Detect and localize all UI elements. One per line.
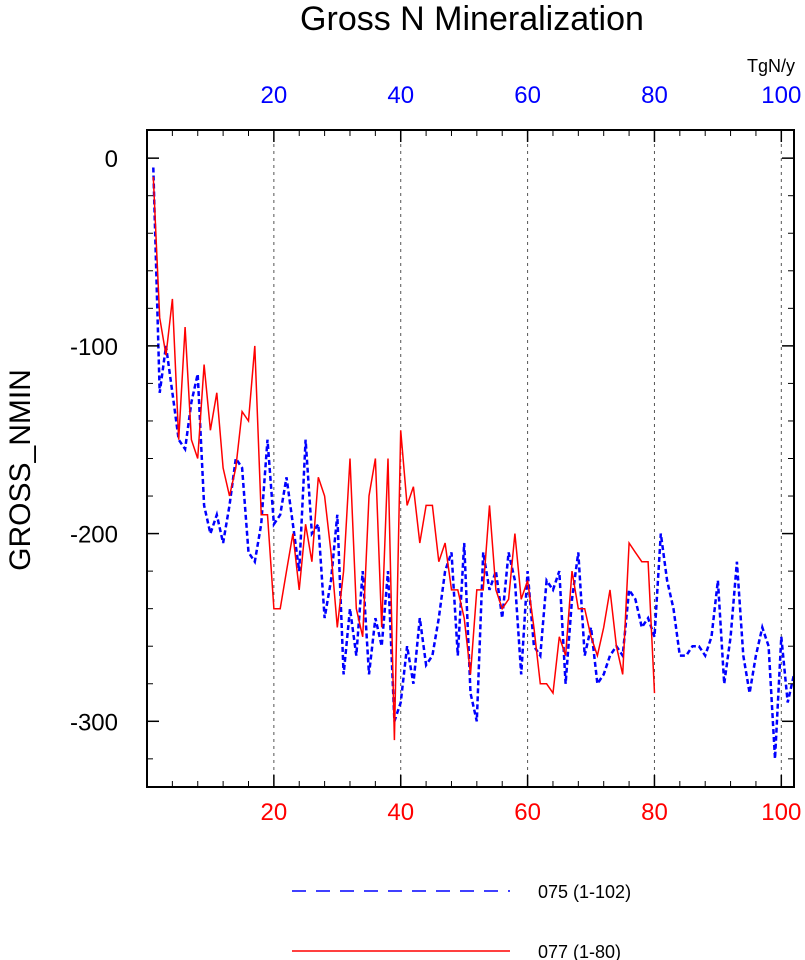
- series-lines: [152, 167, 796, 759]
- series-line-0: [152, 167, 796, 759]
- x-tick-label-bottom: 20: [261, 799, 288, 826]
- legend: 075 (1-102) 077 (1-80): [292, 882, 631, 960]
- chart-title: Gross N Mineralization: [300, 0, 644, 38]
- units-label: TgN/y: [747, 56, 795, 76]
- x-tick-label-top: 40: [387, 82, 414, 109]
- y-tick-label: -300: [70, 709, 118, 736]
- x-tick-label-top: 80: [641, 82, 668, 109]
- y-tick-label: 0: [105, 146, 118, 173]
- y-axis-label: GROSS_NMIN: [4, 369, 37, 571]
- legend-label-1: 077 (1-80): [538, 942, 621, 960]
- series-line-1: [152, 176, 656, 741]
- y-tick-label: -200: [70, 522, 118, 549]
- x-tick-label-top: 20: [261, 82, 288, 109]
- y-tick-label: -100: [70, 334, 118, 361]
- x-tick-label-top: 100: [761, 82, 801, 109]
- x-tick-label-bottom: 100: [761, 799, 801, 826]
- tick-labels: 20 20 40 40 60 60 80 80 100 100 0 -100 -200 -300: [70, 82, 801, 826]
- x-tick-label-top: 60: [514, 82, 541, 109]
- axis-ticks: [147, 130, 794, 787]
- x-tick-label-bottom: 60: [514, 799, 541, 826]
- x-tick-label-bottom: 40: [387, 799, 414, 826]
- legend-label-0: 075 (1-102): [538, 882, 631, 902]
- x-tick-label-bottom: 80: [641, 799, 668, 826]
